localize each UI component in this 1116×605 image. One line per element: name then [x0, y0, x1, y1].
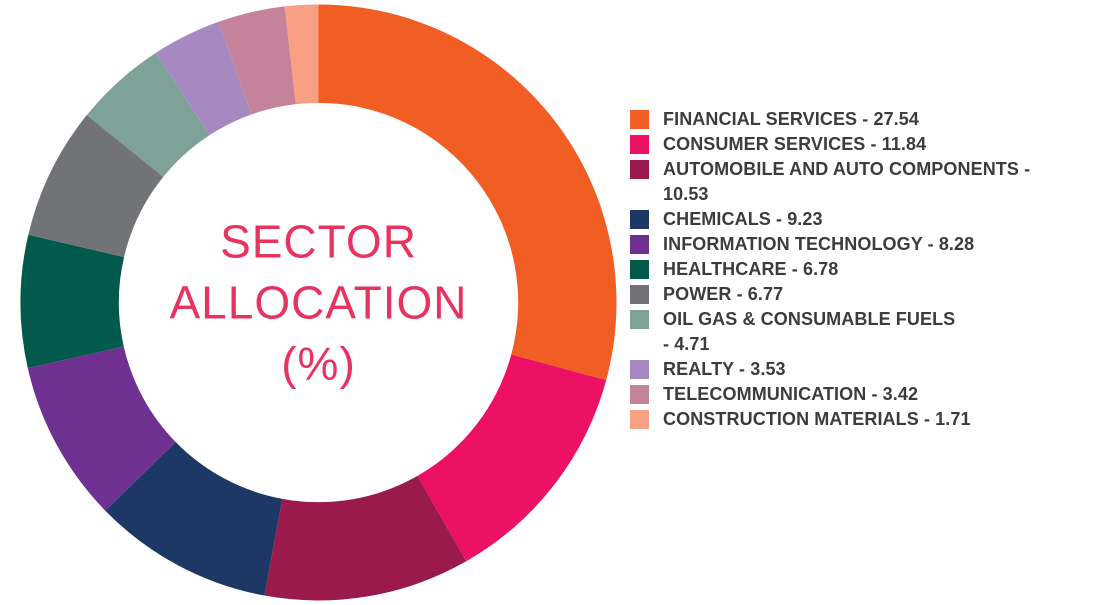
legend-label: POWER - 6.77 — [663, 284, 784, 304]
legend-item-power: POWER - 6.77 — [630, 282, 1100, 307]
legend-swatch-icon — [630, 310, 649, 329]
legend-label: REALTY - 3.53 — [663, 359, 786, 379]
legend-label: TELECOMMUNICATION - 3.42 — [663, 384, 919, 404]
donut-slice-consumer-services — [417, 354, 607, 562]
chart-center-title: SECTOR ALLOCATION (%) — [169, 215, 468, 389]
legend-item-chemicals: CHEMICALS - 9.23 — [630, 207, 1100, 232]
legend-swatch-icon — [630, 235, 649, 254]
donut-slice-power — [28, 115, 164, 258]
legend-item-healthcare: HEALTHCARE - 6.78 — [630, 257, 1100, 282]
donut-svg — [20, 4, 617, 601]
legend-swatch-icon — [630, 110, 649, 129]
legend-item-oil-gas-consumable-fuels: OIL GAS & CONSUMABLE FUELS - 4.71 — [630, 307, 1100, 357]
legend-swatch-icon — [630, 285, 649, 304]
donut-slice-information-technology — [27, 346, 176, 511]
legend-swatch-icon — [630, 160, 649, 179]
legend-swatch-icon — [630, 210, 649, 229]
legend-label: CONSUMER SERVICES - 11.84 — [663, 134, 927, 154]
legend-item-automobile-and-auto-components: AUTOMOBILE AND AUTO COMPONENTS - 10.53 — [630, 157, 1100, 207]
donut-slice-oil-gas-consumable-fuels — [86, 52, 210, 177]
legend-swatch-icon — [630, 135, 649, 154]
legend-item-information-technology: INFORMATION TECHNOLOGY - 8.28 — [630, 232, 1100, 257]
donut-slice-realty — [156, 21, 252, 136]
legend-label: CHEMICALS - 9.23 — [663, 209, 823, 229]
legend-swatch-icon — [630, 260, 649, 279]
donut-slice-automobile-and-auto-components — [264, 475, 467, 601]
chart-legend: FINANCIAL SERVICES - 27.54 CONSUMER SERVI… — [630, 107, 1100, 432]
legend-swatch-icon — [630, 385, 649, 404]
donut-slice-construction-materials — [284, 4, 319, 105]
legend-label: CONSTRUCTION MATERIALS - 1.71 — [663, 409, 971, 429]
legend-label: INFORMATION TECHNOLOGY - 8.28 — [663, 234, 975, 254]
donut-slice-telecommunication — [218, 6, 296, 115]
donut-slice-healthcare — [20, 234, 125, 369]
legend-swatch-icon — [630, 410, 649, 429]
legend-item-financial-services: FINANCIAL SERVICES - 27.54 — [630, 107, 1100, 132]
legend-label: FINANCIAL SERVICES - 27.54 — [663, 109, 920, 129]
legend-item-consumer-services: CONSUMER SERVICES - 11.84 — [630, 132, 1100, 157]
legend-label: HEALTHCARE - 6.78 — [663, 259, 839, 279]
donut-chart: SECTOR ALLOCATION (%) — [20, 4, 617, 601]
legend-item-telecommunication: TELECOMMUNICATION - 3.42 — [630, 382, 1100, 407]
legend-swatch-icon — [630, 360, 649, 379]
legend-label: OIL GAS & CONSUMABLE FUELS - 4.71 — [663, 309, 956, 354]
legend-item-construction-materials: CONSTRUCTION MATERIALS - 1.71 — [630, 407, 1100, 432]
donut-slice-chemicals — [105, 442, 283, 596]
legend-label: AUTOMOBILE AND AUTO COMPONENTS - 10.53 — [663, 159, 1031, 204]
legend-item-realty: REALTY - 3.53 — [630, 357, 1100, 382]
donut-slice-financial-services — [318, 4, 617, 381]
